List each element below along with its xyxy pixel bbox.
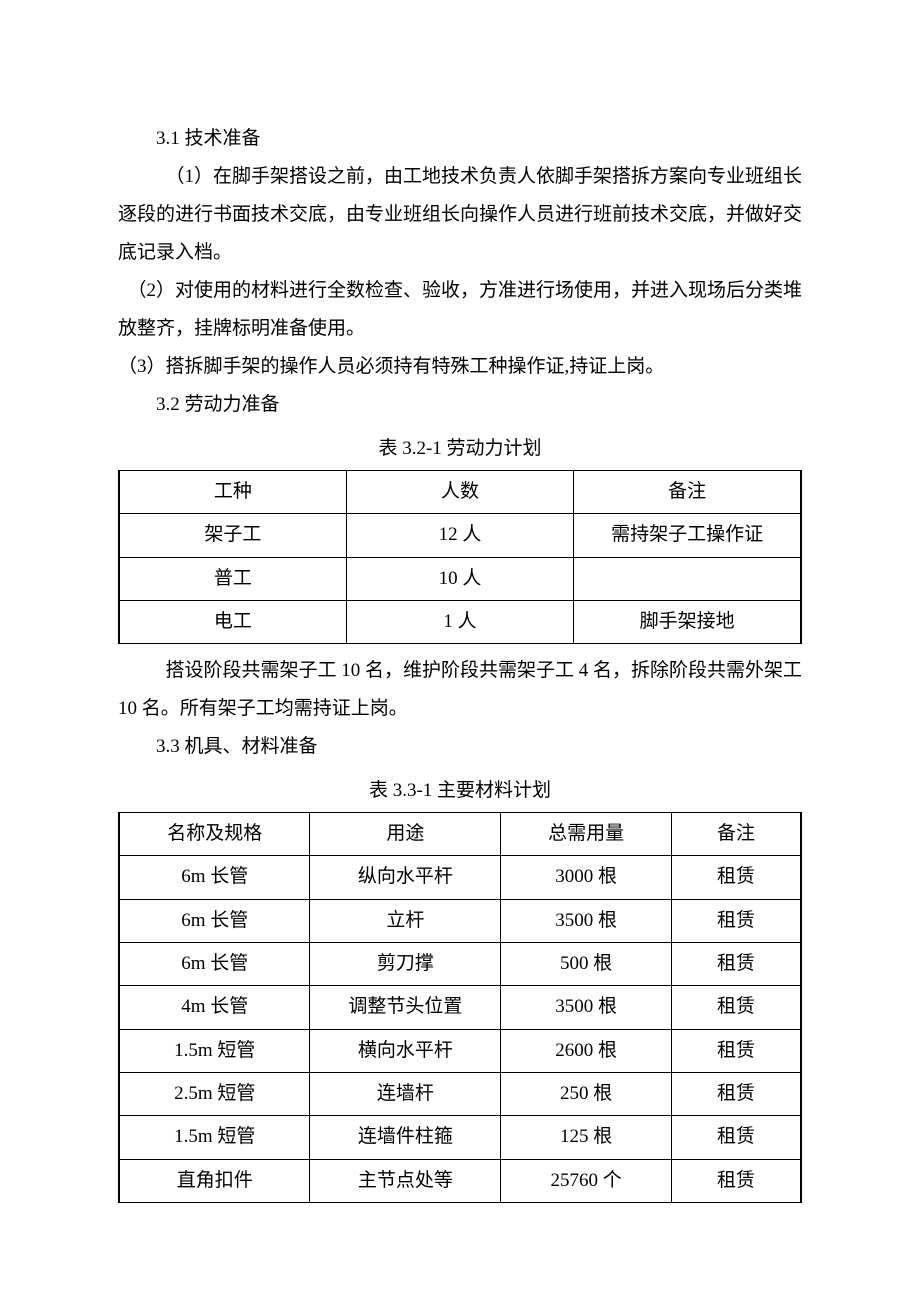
paragraph-3-1-1: （1）在脚手架搭设之前，由工地技术负责人依脚手架搭拆方案向专业班组长逐段的进行书… (118, 158, 802, 272)
table-row: 架子工 12 人 需持架子工操作证 (119, 514, 801, 557)
table-cell: 架子工 (119, 514, 346, 557)
table-header-cell: 备注 (671, 813, 801, 856)
table-cell: 租赁 (671, 1159, 801, 1202)
labor-plan-table: 工种 人数 备注 架子工 12 人 需持架子工操作证 普工 10 人 电工 1 … (118, 470, 802, 644)
table-cell: 租赁 (671, 899, 801, 942)
table-cell: 1.5m 短管 (119, 1116, 310, 1159)
table-cell: 10 人 (346, 557, 573, 600)
table-row: 直角扣件 主节点处等 25760 个 租赁 (119, 1159, 801, 1202)
section-heading-3-3: 3.3 机具、材料准备 (118, 728, 802, 766)
table-header-cell: 工种 (119, 471, 346, 514)
table-cell: 电工 (119, 600, 346, 643)
table-row: 1.5m 短管 横向水平杆 2600 根 租赁 (119, 1029, 801, 1072)
table-caption-3-2-1: 表 3.2-1 劳动力计划 (118, 430, 802, 468)
table-cell: 连墙杆 (310, 1072, 501, 1115)
table-cell: 直角扣件 (119, 1159, 310, 1202)
table-cell: 剪刀撑 (310, 943, 501, 986)
paragraph-3-1-3: （3）搭拆脚手架的操作人员必须持有特殊工种操作证,持证上岗。 (118, 348, 802, 386)
paragraph-3-1-2: （2）对使用的材料进行全数检查、验收，方准进行场使用，并进入现场后分类堆放整齐，… (118, 272, 802, 348)
table-cell: 立杆 (310, 899, 501, 942)
table-cell: 4m 长管 (119, 986, 310, 1029)
table-cell: 租赁 (671, 986, 801, 1029)
table-header-cell: 名称及规格 (119, 813, 310, 856)
table-cell: 6m 长管 (119, 899, 310, 942)
table-cell: 租赁 (671, 856, 801, 899)
table-cell: 12 人 (346, 514, 573, 557)
paragraph-3-2-after: 搭设阶段共需架子工 10 名，维护阶段共需架子工 4 名，拆除阶段共需外架工 1… (118, 652, 802, 728)
table-caption-3-3-1: 表 3.3-1 主要材料计划 (118, 772, 802, 810)
table-cell: 1.5m 短管 (119, 1029, 310, 1072)
table-cell: 租赁 (671, 1029, 801, 1072)
table-cell: 3500 根 (501, 986, 672, 1029)
table-cell: 租赁 (671, 1116, 801, 1159)
section-heading-3-2: 3.2 劳动力准备 (118, 386, 802, 424)
table-cell: 租赁 (671, 1072, 801, 1115)
table-row: 工种 人数 备注 (119, 471, 801, 514)
table-cell: 纵向水平杆 (310, 856, 501, 899)
materials-plan-table: 名称及规格 用途 总需用量 备注 6m 长管 纵向水平杆 3000 根 租赁 6… (118, 812, 802, 1203)
table-row: 电工 1 人 脚手架接地 (119, 600, 801, 643)
table-cell: 3000 根 (501, 856, 672, 899)
table-row: 6m 长管 纵向水平杆 3000 根 租赁 (119, 856, 801, 899)
table-cell: 普工 (119, 557, 346, 600)
table-cell: 1 人 (346, 600, 573, 643)
table-cell: 需持架子工操作证 (574, 514, 801, 557)
table-cell: 500 根 (501, 943, 672, 986)
table-cell: 脚手架接地 (574, 600, 801, 643)
section-heading-3-1: 3.1 技术准备 (118, 120, 802, 158)
table-cell: 3500 根 (501, 899, 672, 942)
table-header-cell: 备注 (574, 471, 801, 514)
table-row: 1.5m 短管 连墙件柱箍 125 根 租赁 (119, 1116, 801, 1159)
table-row: 普工 10 人 (119, 557, 801, 600)
table-cell: 租赁 (671, 943, 801, 986)
table-header-cell: 人数 (346, 471, 573, 514)
table-row: 2.5m 短管 连墙杆 250 根 租赁 (119, 1072, 801, 1115)
table-header-cell: 总需用量 (501, 813, 672, 856)
table-cell: 主节点处等 (310, 1159, 501, 1202)
table-cell: 2600 根 (501, 1029, 672, 1072)
table-cell (574, 557, 801, 600)
table-cell: 2.5m 短管 (119, 1072, 310, 1115)
table-cell: 125 根 (501, 1116, 672, 1159)
table-cell: 连墙件柱箍 (310, 1116, 501, 1159)
table-row: 6m 长管 立杆 3500 根 租赁 (119, 899, 801, 942)
table-cell: 6m 长管 (119, 856, 310, 899)
table-cell: 250 根 (501, 1072, 672, 1115)
table-row: 4m 长管 调整节头位置 3500 根 租赁 (119, 986, 801, 1029)
document-page: 3.1 技术准备 （1）在脚手架搭设之前，由工地技术负责人依脚手架搭拆方案向专业… (0, 0, 920, 1291)
table-cell: 调整节头位置 (310, 986, 501, 1029)
table-header-cell: 用途 (310, 813, 501, 856)
table-cell: 6m 长管 (119, 943, 310, 986)
table-row: 名称及规格 用途 总需用量 备注 (119, 813, 801, 856)
table-cell: 横向水平杆 (310, 1029, 501, 1072)
table-row: 6m 长管 剪刀撑 500 根 租赁 (119, 943, 801, 986)
table-cell: 25760 个 (501, 1159, 672, 1202)
